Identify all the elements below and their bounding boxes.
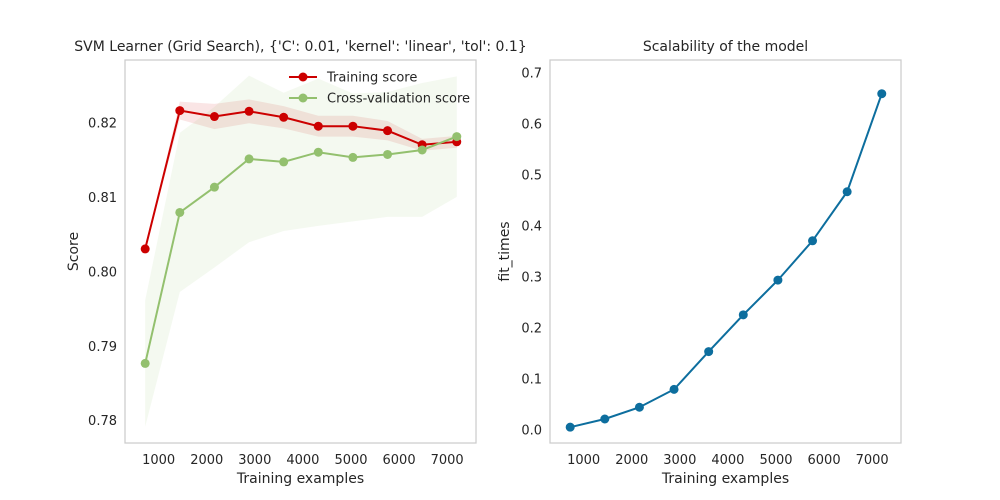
legend-label: Cross-validation score [327,92,470,107]
legend: Training score Cross-validation score [289,71,470,107]
y-tick-label: 0.4 [521,219,542,234]
plot-area [125,60,476,443]
series-1-point [279,112,289,122]
y-tick-label: 0.79 [88,340,117,355]
x-tick-label: 6000 [383,453,416,468]
chart-2: 1000 2000 3000 4000 5000 6000 7000 0.0 0.1 0.2 0.3… [497,39,902,487]
y-axis-label: fit_times [497,221,513,281]
legend-label: Training score [326,71,417,86]
y-tick-label: 0.81 [88,191,117,206]
series-1-point [877,89,887,99]
x-tick-label: 4000 [711,453,744,468]
y-tick-label: 0.0 [521,424,542,439]
x-axis-label: Training examples [661,471,789,487]
y-tick-label: 0.1 [521,373,542,388]
legend-marker [298,72,308,82]
x-tick-label: 2000 [615,453,648,468]
series-2-point [348,152,358,162]
x-axis-label: Training examples [236,471,364,487]
series-2-point [313,147,323,157]
chart-title: SVM Learner (Grid Search), {'C': 0.01, '… [74,39,526,55]
y-tick-label: 0.3 [521,271,542,286]
x-tick-label: 3000 [238,453,271,468]
chart-title: Scalability of the model [643,39,808,55]
axes-frame [124,59,477,444]
axes-frame [549,59,902,444]
x-tick-label: 5000 [334,453,367,468]
x-tick-label: 5000 [759,453,792,468]
y-tick-label: 0.2 [521,322,542,337]
x-tick-label: 7000 [856,453,889,468]
series-1-std-band [145,99,457,249]
chart-1: 1000 2000 3000 4000 5000 6000 7000 0.78 0.79 0.80… [66,39,527,487]
series-2-point [417,145,427,155]
series-2-line [144,135,458,364]
series-1-point [313,121,323,131]
series-2-point [244,154,254,164]
series-1-point [669,384,679,394]
series-2-point [209,182,219,192]
y-tick-label: 0.78 [88,414,117,429]
series-2-point [140,358,150,368]
legend-marker [298,93,308,103]
series-1-point [738,310,748,320]
series-1-point [842,187,852,197]
x-tick-label: 2000 [190,453,223,468]
series-1-point [140,244,150,254]
x-tick-label: 3000 [663,453,696,468]
series-2-point [175,207,185,217]
series-1-point [348,121,358,131]
x-tick-label: 4000 [286,453,319,468]
series-2-point [383,149,393,159]
series-1-point [565,422,575,432]
x-tick-label: 1000 [142,453,175,468]
plot-layer [140,75,462,427]
series-1-point [600,414,610,424]
series-1-line [569,93,883,429]
plot-area [550,60,901,443]
x-tick-label: 1000 [567,453,600,468]
y-axis-label: Score [66,232,82,271]
series-1-line [144,109,457,250]
y-tick-label: 0.82 [88,117,117,132]
y-tick-label: 0.80 [88,265,117,280]
series-1-point [773,275,783,285]
x-tick-label: 6000 [808,453,841,468]
plot-layer [565,89,887,432]
y-tick-label: 0.5 [521,168,542,183]
series-1-point [175,106,185,116]
series-2-point [279,157,289,167]
series-1-point [209,112,219,122]
series-1-point [704,347,714,357]
series-1-point [383,126,393,136]
series-2-std-band [145,75,457,427]
y-tick-label: 0.7 [521,66,542,81]
series-1-point [244,106,254,116]
y-tick-label: 0.6 [521,117,542,132]
series-1-point [808,236,818,246]
series-2-point [452,132,462,142]
x-tick-label: 7000 [431,453,464,468]
series-1-point [634,402,644,412]
